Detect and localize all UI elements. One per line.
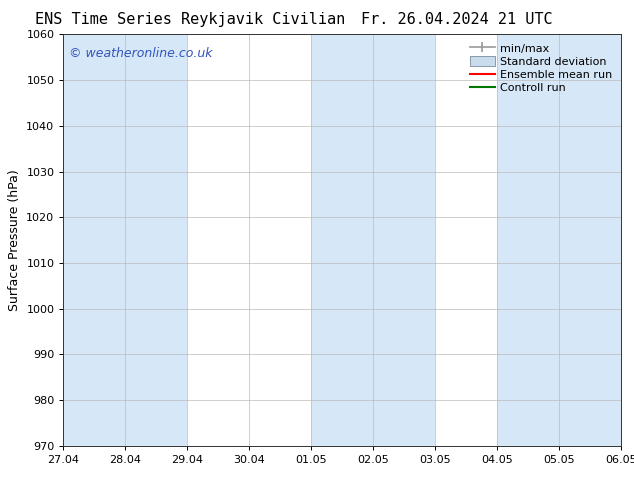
Bar (497, 34, 621, 446)
Legend: min/max, Standard deviation, Ensemble mean run, Controll run: min/max, Standard deviation, Ensemble me… (467, 40, 616, 97)
Bar (311, 34, 436, 446)
Y-axis label: Surface Pressure (hPa): Surface Pressure (hPa) (8, 169, 21, 311)
Text: ENS Time Series Reykjavik Civilian: ENS Time Series Reykjavik Civilian (35, 12, 346, 27)
Text: Fr. 26.04.2024 21 UTC: Fr. 26.04.2024 21 UTC (361, 12, 552, 27)
Bar (63, 34, 188, 446)
Text: © weatheronline.co.uk: © weatheronline.co.uk (69, 47, 212, 60)
